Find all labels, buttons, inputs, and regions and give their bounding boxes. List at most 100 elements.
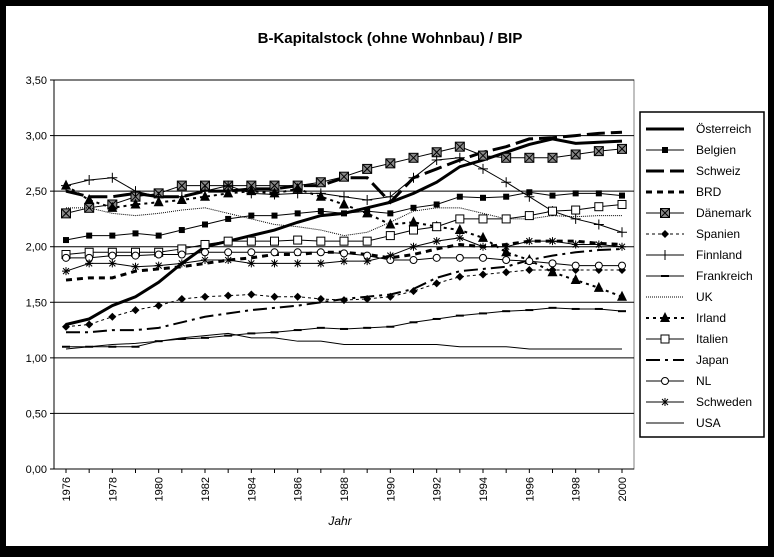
data-point (271, 212, 278, 219)
data-point (223, 187, 234, 198)
data-point (201, 248, 209, 257)
data-point (316, 259, 325, 268)
data-point (339, 236, 349, 246)
data-point (176, 180, 187, 191)
data-point (480, 194, 486, 201)
data-point (85, 259, 94, 268)
data-point (131, 262, 140, 271)
legend-label: Schweiz (696, 164, 741, 178)
data-point (201, 292, 209, 301)
data-point (341, 210, 347, 217)
data-point (502, 268, 511, 277)
legend-label: NL (696, 374, 712, 388)
series-line (65, 332, 622, 350)
legend-item-dänemark: Dänemark (646, 206, 752, 220)
data-point (315, 190, 326, 201)
data-point (455, 272, 464, 281)
y-tick-label: 3,00 (26, 131, 47, 143)
x-tick-label: 1996 (524, 477, 536, 501)
data-point (501, 214, 511, 224)
plot-area: 0,00 0,50 1,00 1,50 2,00 2,50 3,00 3,50 1976 1978… (26, 75, 635, 501)
data-point (478, 163, 488, 174)
data-point (617, 143, 627, 154)
legend-label: Schweden (696, 395, 752, 409)
x-tick-label: 1990 (385, 477, 397, 501)
x-axis-label: Jahr (327, 514, 352, 528)
data-point (408, 216, 419, 227)
data-point (501, 246, 512, 257)
y-tick-label: 1,50 (26, 297, 47, 309)
data-point (548, 206, 557, 216)
data-point (108, 312, 117, 321)
legend-label: Dänemark (696, 206, 752, 220)
data-point (177, 259, 186, 268)
data-point (200, 239, 210, 249)
x-tick-label: 2000 (617, 477, 629, 501)
legend-marker (660, 208, 670, 218)
legend-item-belgien: Belgien (646, 143, 736, 157)
data-point (246, 236, 256, 246)
data-point (548, 237, 557, 246)
data-point (479, 242, 487, 251)
data-point (409, 225, 418, 235)
data-point (524, 211, 534, 221)
legend-item-frankreich: Frankreich (646, 269, 753, 283)
data-point (572, 190, 579, 197)
legend-box (639, 111, 765, 438)
legend-label: USA (696, 416, 721, 430)
y-tick-label: 2,50 (26, 186, 47, 198)
data-point (617, 290, 627, 301)
data-point (248, 212, 255, 219)
data-point (130, 198, 141, 209)
data-point (224, 248, 233, 257)
legend: Österreich Belgien Schweiz BRD Dänemark Spani… (639, 111, 765, 438)
data-point (431, 155, 442, 166)
data-point (595, 190, 602, 197)
data-point (315, 177, 326, 188)
data-point (316, 236, 326, 246)
data-point (456, 193, 463, 200)
data-point (61, 179, 71, 190)
x-tick-label: 1992 (432, 477, 444, 501)
data-point (270, 236, 279, 246)
data-point (570, 213, 581, 224)
data-point (618, 261, 626, 270)
x-tick-label: 1978 (107, 477, 119, 501)
data-point (501, 152, 512, 163)
x-tick-label: 1998 (571, 477, 583, 501)
legend-item-spanien: Spanien (646, 227, 740, 241)
legend-marker (660, 250, 670, 260)
data-point (455, 233, 464, 242)
legend-item-italien: Italien (646, 332, 728, 346)
data-point (432, 253, 441, 262)
data-point (86, 232, 93, 239)
legend-item-usa: USA (646, 416, 721, 430)
data-point (131, 306, 140, 315)
data-point (408, 152, 419, 163)
data-point (269, 187, 280, 198)
data-point (155, 232, 162, 239)
legend-marker (661, 230, 669, 238)
data-point (362, 207, 373, 218)
data-point (176, 194, 187, 205)
data-point (503, 193, 510, 200)
data-point (386, 251, 395, 260)
data-point (385, 158, 396, 169)
data-point (246, 185, 257, 196)
data-point (479, 253, 487, 262)
legend-marker (662, 147, 668, 153)
data-point (225, 215, 232, 222)
data-point (362, 195, 373, 206)
data-point (570, 274, 581, 285)
data-point (107, 201, 118, 212)
legend-label: Italien (696, 332, 728, 346)
data-point (524, 191, 535, 202)
legend-item-japan: Japan (646, 353, 729, 367)
legend-label: BRD (696, 185, 722, 199)
data-point (547, 152, 558, 163)
x-tick-label: 1980 (154, 477, 166, 501)
legend-item-finnland: Finnland (646, 248, 742, 262)
y-tick-label: 3,50 (26, 75, 47, 87)
data-point (316, 248, 325, 257)
